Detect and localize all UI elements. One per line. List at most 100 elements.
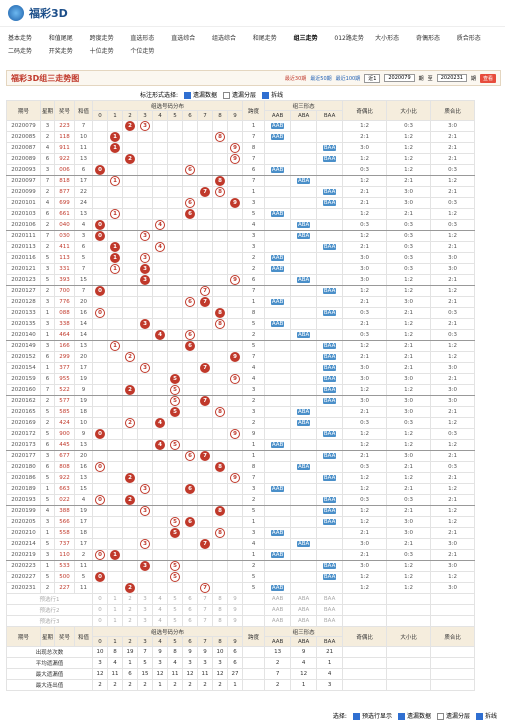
nav-link[interactable]: 直选形态 xyxy=(130,35,155,42)
preselect-digit[interactable]: 0 xyxy=(92,615,108,627)
recent-link[interactable]: 最近30期 xyxy=(284,75,307,82)
preselect-digit[interactable]: 9 xyxy=(226,615,244,627)
form-cell xyxy=(316,439,344,451)
digit-ball: 6 xyxy=(185,198,195,208)
preselect-digit[interactable]: 2 xyxy=(122,593,138,605)
option[interactable]: 遗漏数据 xyxy=(184,90,217,99)
nav-link[interactable]: 组选综合 xyxy=(211,35,236,42)
digit-cell: 1 xyxy=(107,263,123,275)
checkbox[interactable] xyxy=(475,713,483,720)
nav-link[interactable]: 十位走势 xyxy=(89,48,114,55)
preselect-digit[interactable]: 6 xyxy=(182,615,198,627)
checkbox[interactable] xyxy=(262,92,270,99)
nav-link[interactable]: 奇偶形态 xyxy=(415,35,440,42)
nav-link[interactable]: 开奖走势 xyxy=(48,48,73,55)
recent-link[interactable]: 最近50期 xyxy=(310,75,332,82)
preselect-form[interactable]: BAA xyxy=(316,593,344,605)
digit-header: 7 xyxy=(197,636,213,647)
nav-link[interactable]: 个位走势 xyxy=(130,48,155,55)
from-input[interactable]: 2020079 xyxy=(384,74,415,82)
checkbox[interactable] xyxy=(184,92,192,99)
form-cell: BAA xyxy=(316,153,344,165)
digit-cell: 9 xyxy=(226,428,244,440)
digit-cell: 8 xyxy=(212,461,228,473)
nav-link[interactable]: 二码走势 xyxy=(8,48,33,55)
nav-link[interactable]: 组三走势 xyxy=(293,35,318,42)
preselect-digit[interactable]: 0 xyxy=(92,593,108,605)
view-button[interactable]: 查看 xyxy=(479,73,496,83)
preselect-digit[interactable]: 7 xyxy=(197,615,213,627)
preselect-digit[interactable]: 5 xyxy=(167,604,183,616)
preselect-form[interactable]: BAA xyxy=(316,604,344,616)
digit-cell xyxy=(182,461,198,473)
checkbox[interactable] xyxy=(223,92,231,99)
preselect-digit[interactable]: 8 xyxy=(212,604,228,616)
preselect-digit[interactable]: 5 xyxy=(167,593,183,605)
nav-link[interactable]: 和值尾尾 xyxy=(48,35,73,42)
preselect-digit[interactable]: 9 xyxy=(226,604,244,616)
checkbox[interactable] xyxy=(436,713,444,720)
digit-cell xyxy=(226,582,244,594)
form-cell xyxy=(290,197,318,209)
nav-link[interactable]: 跨度走势 xyxy=(89,35,114,42)
nav-link[interactable]: 直选综合 xyxy=(171,35,196,42)
ratio: 2:1 xyxy=(430,549,476,561)
preselect-form[interactable]: ABA xyxy=(290,604,318,616)
nav-link[interactable]: 质合形态 xyxy=(456,35,481,42)
preselect-digit[interactable]: 3 xyxy=(137,593,153,605)
weekday: 5 xyxy=(40,494,55,506)
ratio: 2:1 xyxy=(386,175,432,187)
recent-link[interactable]: 最近100期 xyxy=(335,75,361,82)
digit-cell xyxy=(92,241,108,253)
preselect-digit[interactable]: 2 xyxy=(122,604,138,616)
form-cell xyxy=(316,208,344,220)
preselect-digit[interactable]: 2 xyxy=(122,615,138,627)
preselect-digit[interactable]: 9 xyxy=(226,593,244,605)
nav-link[interactable]: 基本走势 xyxy=(8,35,33,42)
preselect-digit[interactable]: 1 xyxy=(107,615,123,627)
preselect-digit[interactable]: 8 xyxy=(212,593,228,605)
select[interactable]: 近1 xyxy=(364,73,381,83)
preselect-digit[interactable]: 0 xyxy=(92,604,108,616)
sum: 17 xyxy=(74,175,93,187)
checkbox[interactable] xyxy=(397,713,405,720)
ratio: 3:0 xyxy=(342,252,388,264)
ratio: 1:2 xyxy=(386,582,432,594)
preselect-form[interactable]: AAB xyxy=(264,604,292,616)
digit-cell xyxy=(92,538,108,550)
digit-cell xyxy=(182,560,198,572)
preselect-digit[interactable]: 1 xyxy=(107,593,123,605)
preselect-digit[interactable]: 7 xyxy=(197,593,213,605)
form-cell: BAA xyxy=(316,186,344,198)
nav-link[interactable]: 012路走势 xyxy=(334,35,364,42)
preselect-form[interactable]: ABA xyxy=(290,593,318,605)
preselect-digit[interactable]: 1 xyxy=(107,604,123,616)
number: 955 xyxy=(54,373,75,385)
option[interactable]: 遗漏分层 xyxy=(223,90,256,99)
digit-cell xyxy=(152,373,168,385)
preselect-digit[interactable]: 4 xyxy=(152,604,168,616)
preselect-form[interactable]: ABA xyxy=(290,615,318,627)
footer-option[interactable]: 预选行显示 xyxy=(352,711,392,720)
preselect-digit[interactable]: 4 xyxy=(152,615,168,627)
preselect-digit[interactable]: 6 xyxy=(182,604,198,616)
preselect-form[interactable]: AAB xyxy=(264,615,292,627)
footer-option[interactable]: 拆线 xyxy=(475,711,497,720)
preselect-digit[interactable]: 3 xyxy=(137,615,153,627)
preselect-digit[interactable]: 4 xyxy=(152,593,168,605)
preselect-form[interactable]: BAA xyxy=(316,615,344,627)
digit-cell: 7 xyxy=(197,362,213,374)
nav-link[interactable]: 和尾走势 xyxy=(252,35,277,42)
preselect-digit[interactable]: 6 xyxy=(182,593,198,605)
preselect-form[interactable]: AAB xyxy=(264,593,292,605)
preselect-digit[interactable]: 7 xyxy=(197,604,213,616)
checkbox[interactable] xyxy=(352,713,360,720)
nav-link[interactable]: 大小形态 xyxy=(375,35,400,42)
preselect-digit[interactable]: 3 xyxy=(137,604,153,616)
footer-option[interactable]: 遗漏数据 xyxy=(397,711,431,720)
preselect-digit[interactable]: 8 xyxy=(212,615,228,627)
footer-option[interactable]: 遗漏分层 xyxy=(436,711,470,720)
to-input[interactable]: 2020231 xyxy=(436,74,467,82)
option[interactable]: 拆线 xyxy=(262,90,283,99)
preselect-digit[interactable]: 5 xyxy=(167,615,183,627)
